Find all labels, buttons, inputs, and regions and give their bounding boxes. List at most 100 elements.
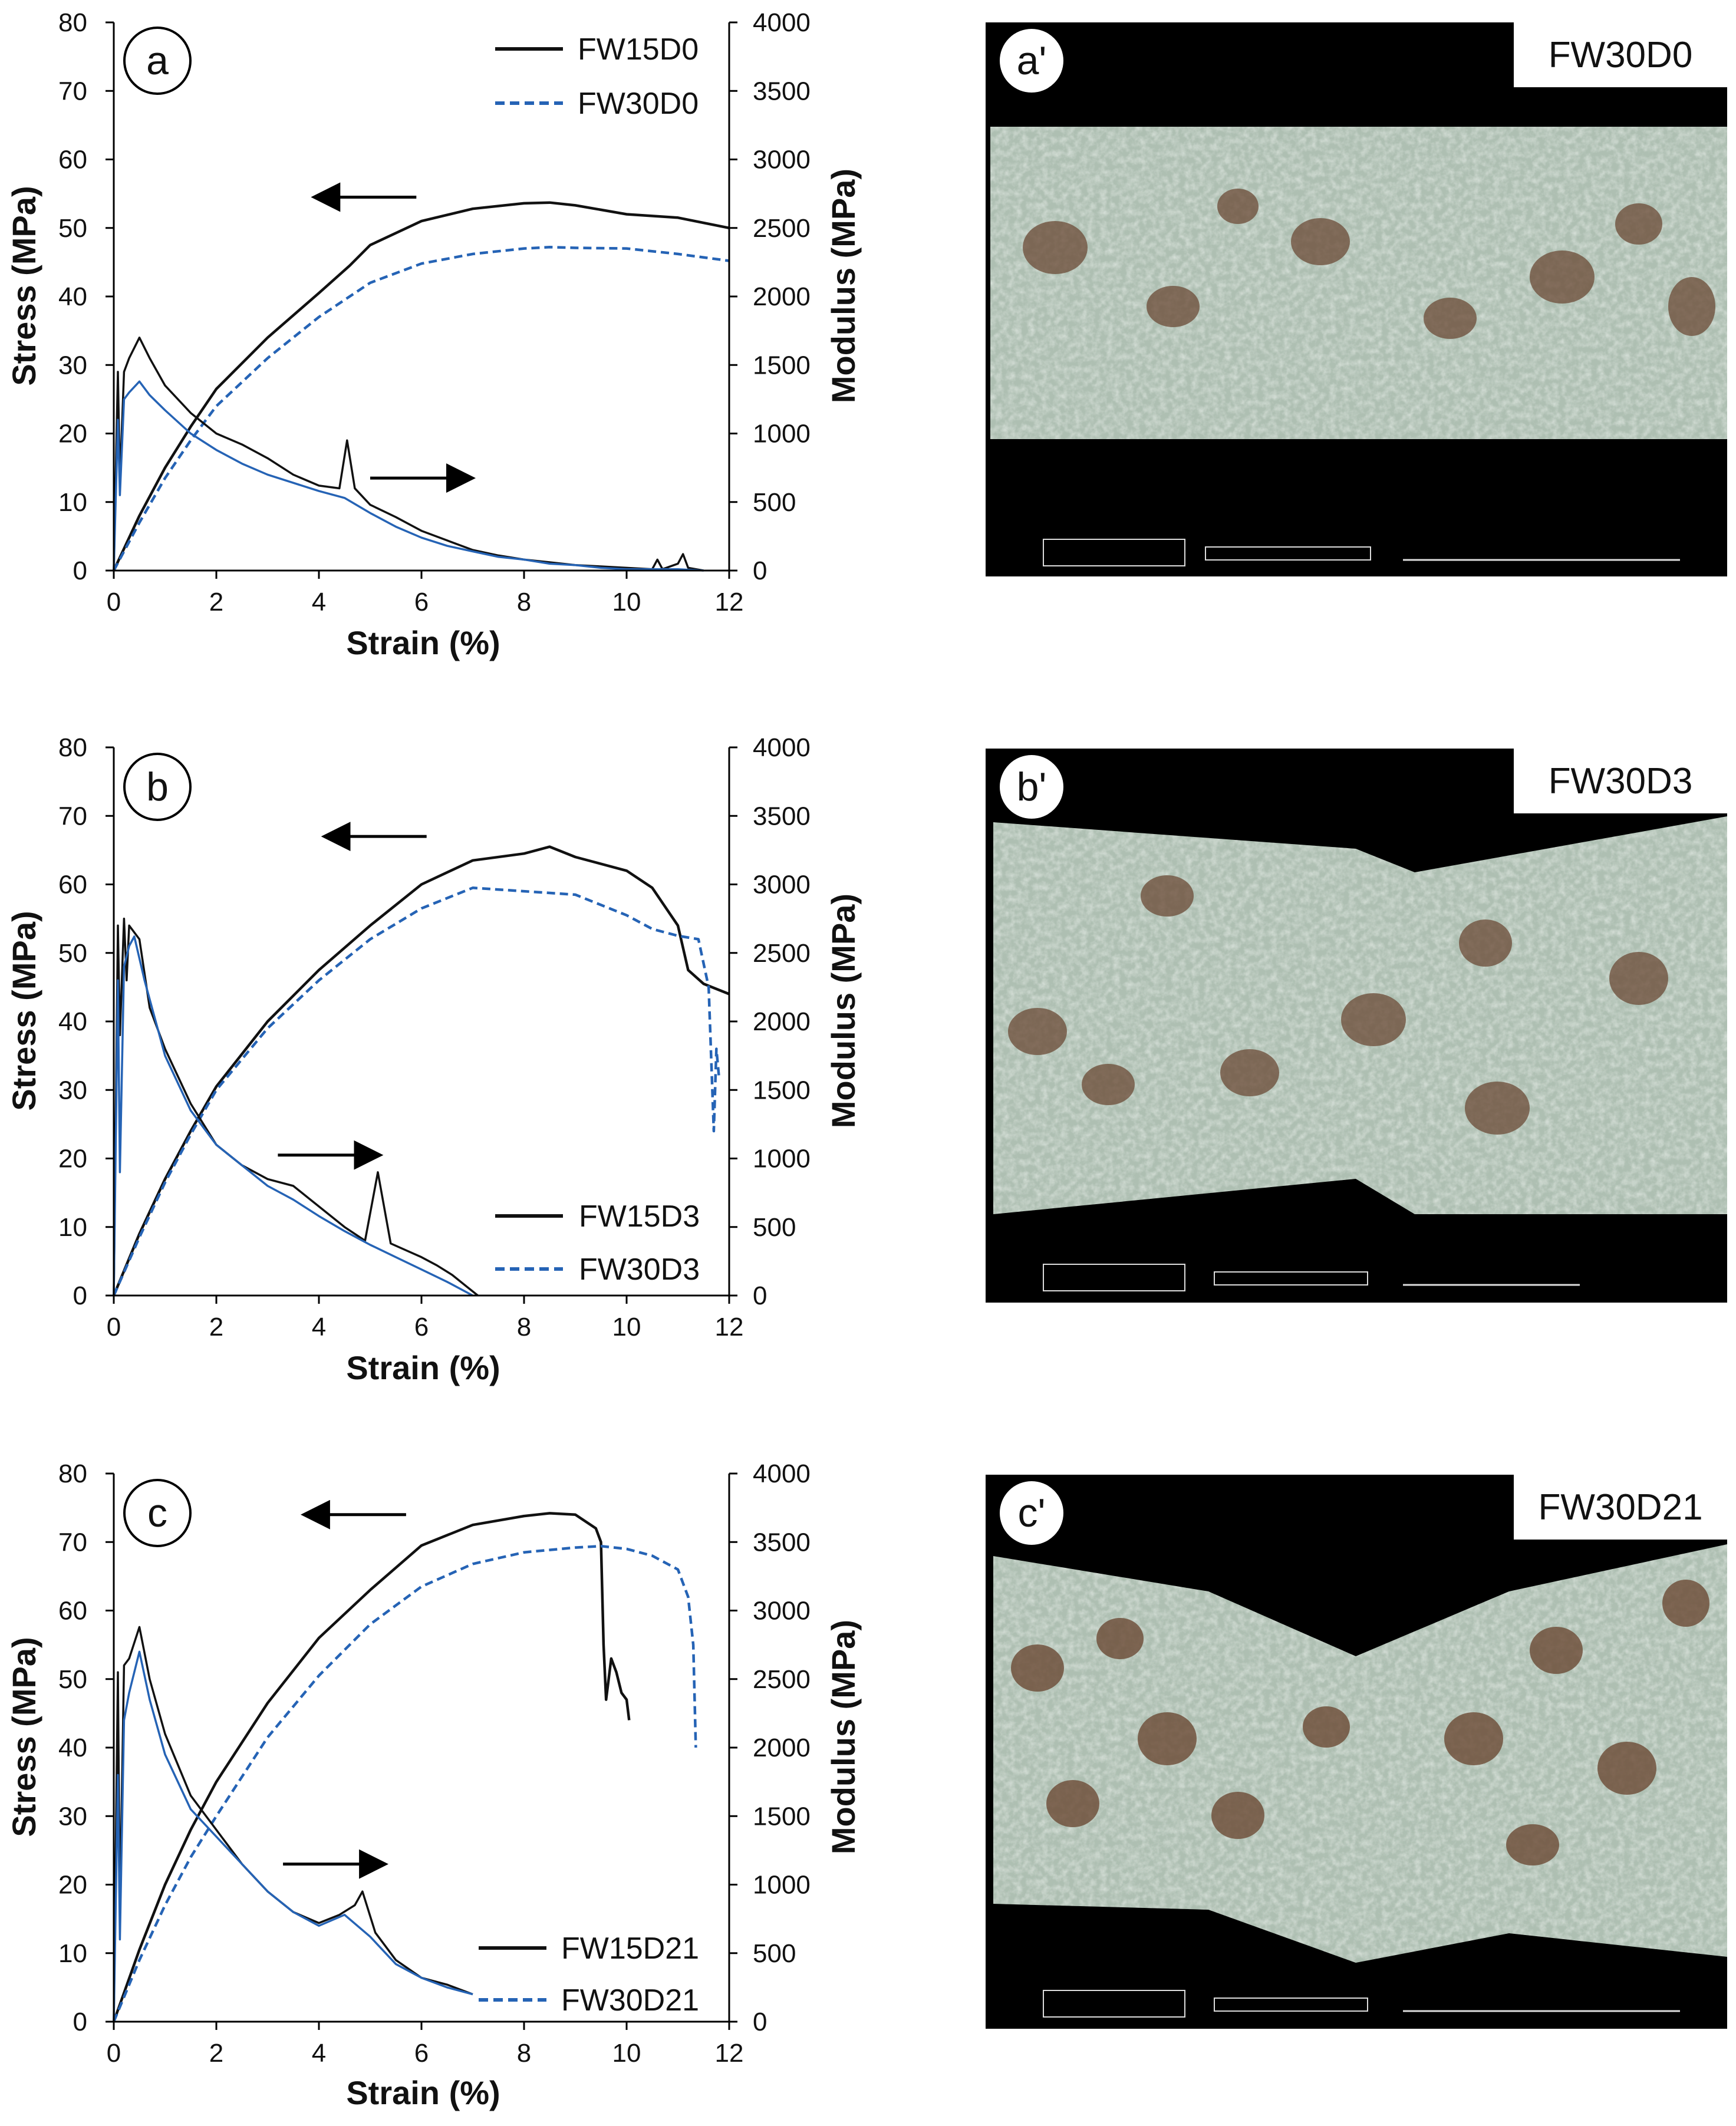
panel-label: b' xyxy=(1017,764,1047,809)
photo-label-box xyxy=(1514,1475,1727,1540)
panel-label-circle xyxy=(123,1479,192,1547)
x-tick-label: 4 xyxy=(312,2039,326,2068)
y2-tick-label: 3500 xyxy=(753,1528,811,1557)
modulus-series-line xyxy=(113,337,704,572)
panel-label-circle xyxy=(997,753,1066,821)
y2-tick-label: 500 xyxy=(753,1939,796,1968)
panel-label-circle xyxy=(123,27,192,95)
x-tick-label: 6 xyxy=(414,1313,429,1341)
y-tick-label: 60 xyxy=(58,1597,87,1626)
modulus-series-line xyxy=(113,935,473,1297)
y-tick-label: 60 xyxy=(58,146,87,174)
x-axis-title: Strain (%) xyxy=(346,2074,500,2111)
x-tick-label: 4 xyxy=(312,1313,326,1341)
y2-tick-label: 2000 xyxy=(753,282,811,311)
y-tick-label: 70 xyxy=(58,802,87,830)
y-tick-label: 40 xyxy=(58,1007,87,1036)
x-tick-label: 8 xyxy=(517,2039,531,2068)
scale-bar-box xyxy=(1043,539,1185,566)
coordinate-box xyxy=(1214,1998,1368,2012)
y2-tick-label: 1500 xyxy=(753,1802,811,1831)
y-tick-label: 20 xyxy=(58,1871,87,1900)
legend: FW15D3 FW30D3 xyxy=(495,1199,700,1287)
photo-label-box xyxy=(1514,22,1727,87)
stress-series-line xyxy=(113,246,730,572)
brown-patches xyxy=(1011,1580,1709,1865)
modulus-series-line xyxy=(113,1650,473,2022)
photo-sample-label: FW30D0 xyxy=(1549,35,1693,75)
panel-label: c xyxy=(147,1491,167,1535)
panel-label-circle xyxy=(997,27,1066,95)
brown-patches xyxy=(1023,189,1715,339)
chart-panel-a: 0 2 4 6 8 10 12 0 10 20 30 40 50 60 70 80 0 500 1000 1500 20… xyxy=(5,8,862,661)
brown-patches xyxy=(1008,875,1668,1135)
y2-tick-label: 2500 xyxy=(753,1665,811,1694)
y-tick-label: 20 xyxy=(58,1145,87,1174)
x-tick-label: 10 xyxy=(612,1313,641,1341)
photo-label-box xyxy=(1514,749,1727,813)
stress-series-line xyxy=(112,1544,697,2022)
series-layer xyxy=(112,201,730,572)
y-axis-title: Stress (MPa) xyxy=(5,911,42,1110)
y-axis-title: Stress (MPa) xyxy=(5,186,42,385)
panel-label-circle xyxy=(123,753,192,821)
photo-panel-c-prime: FW30D21 c' xyxy=(986,1475,1727,2029)
x-axis-title: Strain (%) xyxy=(346,1349,500,1386)
stress-series-line xyxy=(112,1512,631,2022)
x-tick-label: 12 xyxy=(715,1313,744,1341)
y2-axis-title: Modulus (MPa) xyxy=(825,1620,862,1854)
stress-series-line xyxy=(112,886,720,1296)
stress-series-line xyxy=(112,201,730,571)
chart-panel-c: 0 2 4 6 8 10 12 0 10 20 30 40 50 60 70 80 0 500 1000 1500 20… xyxy=(5,1459,862,2111)
x-axis-title: Strain (%) xyxy=(346,624,500,661)
legend-label: FW30D0 xyxy=(578,87,699,121)
y-tick-label: 30 xyxy=(58,1076,87,1105)
legend-label: FW15D3 xyxy=(579,1199,700,1234)
panel-label: c' xyxy=(1018,1491,1046,1535)
x-tick-label: 6 xyxy=(414,2039,429,2068)
photo-sample-label: FW30D3 xyxy=(1549,761,1693,802)
panel-label: b xyxy=(146,764,169,809)
panel-label: a xyxy=(146,38,169,83)
scale-bar-box xyxy=(1043,1990,1185,2018)
y-tick-label: 0 xyxy=(73,556,87,585)
x-tick-label: 6 xyxy=(414,588,429,617)
series-layer xyxy=(112,845,730,1297)
x-tick-label: 2 xyxy=(209,588,223,617)
y2-tick-label: 3500 xyxy=(753,802,811,830)
chart-panel-b: 0 2 4 6 8 10 12 0 10 20 30 40 50 60 70 80 0 500 1000 1500 20… xyxy=(5,733,862,1386)
fiber-texture xyxy=(990,127,1727,439)
x-tick-label: 8 xyxy=(517,588,531,617)
y2-axis-title: Modulus (MPa) xyxy=(825,169,862,403)
y-tick-label: 20 xyxy=(58,420,87,449)
x-tick-label: 8 xyxy=(517,1313,531,1341)
legend-label: FW30D3 xyxy=(579,1252,700,1287)
y-tick-label: 10 xyxy=(58,1213,87,1242)
x-tick-label: 12 xyxy=(715,2039,744,2068)
y-tick-label: 60 xyxy=(58,871,87,899)
y-tick-label: 80 xyxy=(58,1459,87,1488)
y-tick-label: 50 xyxy=(58,1665,87,1694)
y-tick-label: 0 xyxy=(73,2008,87,2036)
y2-tick-label: 2000 xyxy=(753,1007,811,1036)
y2-tick-label: 3000 xyxy=(753,1597,811,1626)
y2-axis-title: Modulus (MPa) xyxy=(825,894,862,1128)
y2-tick-label: 4000 xyxy=(753,8,811,37)
y-tick-label: 30 xyxy=(58,1802,87,1831)
y-tick-label: 80 xyxy=(58,8,87,37)
legend: FW15D0 FW30D0 xyxy=(495,32,699,121)
series-layer xyxy=(112,1512,697,2022)
y2-tick-label: 1500 xyxy=(753,351,811,380)
x-tick-label: 0 xyxy=(107,2039,121,2068)
modulus-series-line xyxy=(113,380,704,572)
y2-tick-label: 500 xyxy=(753,488,796,517)
x-tick-label: 4 xyxy=(312,588,326,617)
modulus-series-line xyxy=(113,1626,473,2022)
y2-tick-label: 4000 xyxy=(753,1459,811,1488)
legend-label: FW15D21 xyxy=(561,1931,699,1966)
stress-series-line xyxy=(112,845,730,1296)
y2-tick-label: 3000 xyxy=(753,871,811,899)
x-tick-label: 12 xyxy=(715,588,744,617)
legend: FW15D21 FW30D21 xyxy=(479,1931,699,2018)
